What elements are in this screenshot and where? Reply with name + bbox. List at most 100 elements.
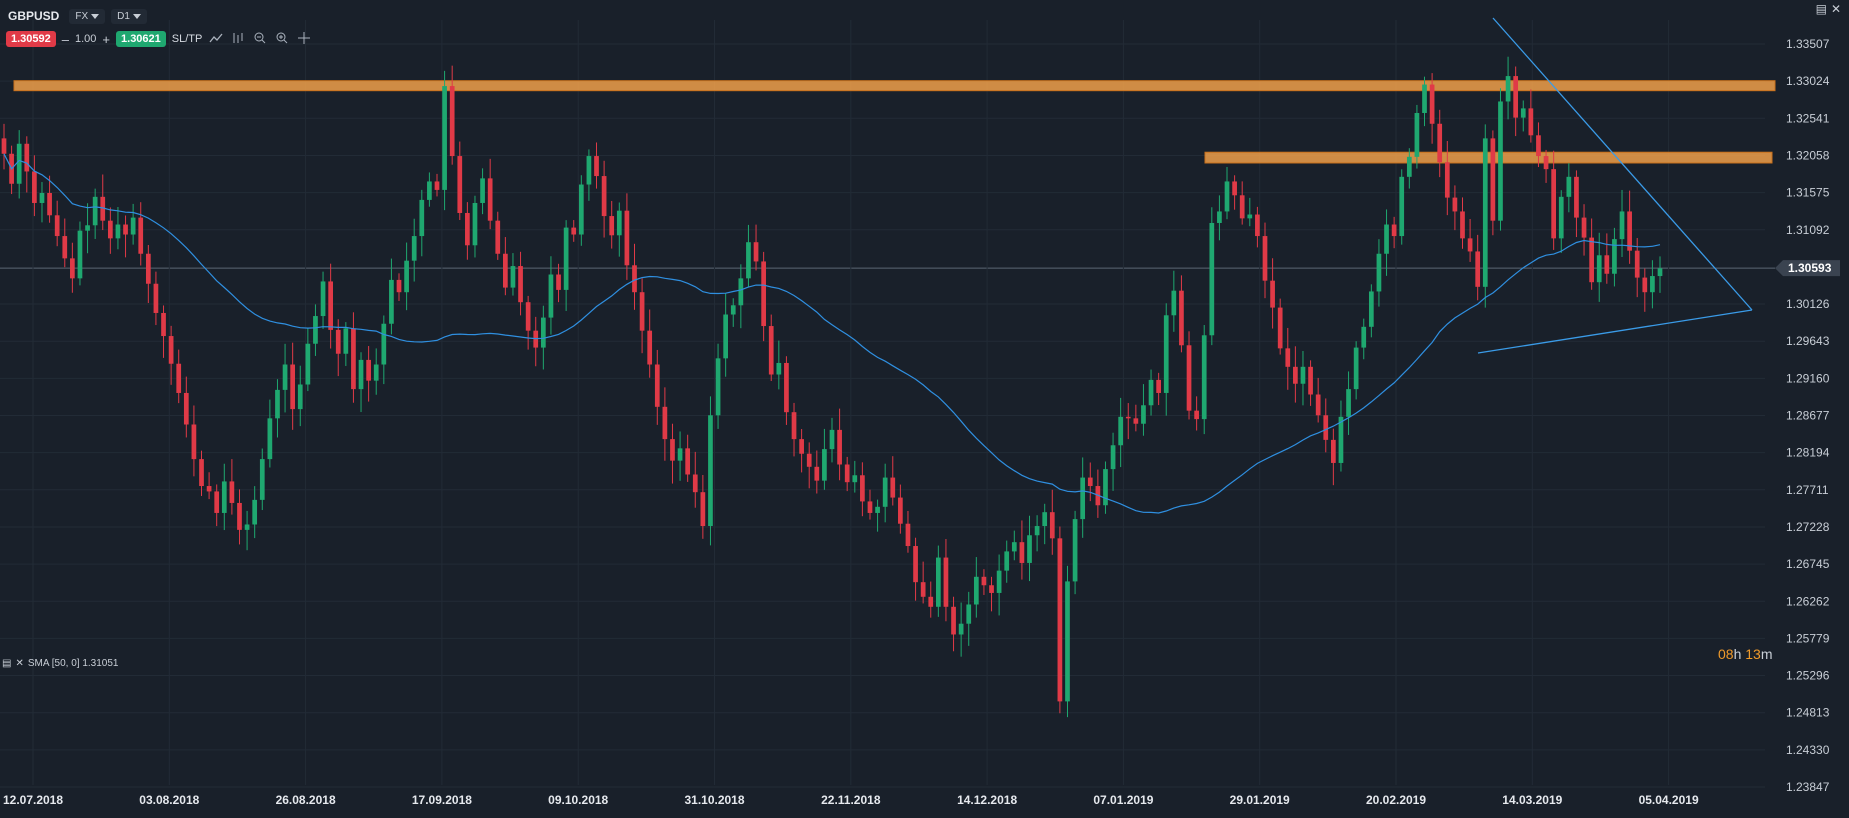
bull-candle bbox=[1163, 315, 1169, 393]
bear-candle bbox=[153, 283, 159, 313]
bull-candle bbox=[1027, 535, 1032, 563]
bear-candle bbox=[525, 302, 531, 331]
indicator-legend[interactable]: ▤ ✕ SMA [50, 0] 1.31051 bbox=[2, 658, 118, 669]
bear-candle bbox=[107, 220, 113, 239]
sma-line-layer bbox=[3, 153, 1661, 514]
bear-candle bbox=[70, 258, 75, 279]
current-price-label: 1.30593 bbox=[1788, 261, 1832, 275]
bear-candle bbox=[1308, 366, 1313, 395]
bull-candle bbox=[1361, 326, 1367, 348]
chevron-down-icon bbox=[132, 13, 141, 19]
bull-candle bbox=[1034, 526, 1040, 536]
bull-candle bbox=[510, 266, 516, 288]
bear-candle bbox=[351, 328, 356, 390]
bull-candle bbox=[358, 359, 364, 390]
sltp-button[interactable]: SL/TP bbox=[171, 33, 203, 45]
bear-candle bbox=[54, 215, 60, 237]
bear-candle bbox=[123, 224, 128, 235]
bear-candle bbox=[981, 576, 987, 586]
lot-decrease-button[interactable]: – bbox=[61, 31, 69, 47]
close-icon[interactable]: ✕ bbox=[1830, 2, 1841, 16]
zoom-in-icon[interactable] bbox=[274, 32, 290, 47]
bull-candle bbox=[1422, 84, 1427, 113]
bull-candle bbox=[1414, 112, 1420, 157]
bear-candle bbox=[700, 492, 706, 527]
price-tick-label: 1.31575 bbox=[1786, 186, 1830, 200]
bull-candle bbox=[1376, 253, 1382, 292]
descending-trendline bbox=[1492, 17, 1753, 311]
bear-candle bbox=[1475, 251, 1481, 287]
bear-candle bbox=[487, 178, 493, 221]
bull-candle bbox=[935, 557, 941, 607]
bear-candle bbox=[1604, 255, 1610, 274]
bear-candle bbox=[753, 242, 759, 262]
bull-candle bbox=[1072, 519, 1078, 582]
bear-candle bbox=[183, 392, 189, 425]
price-tick-label: 1.24330 bbox=[1786, 743, 1830, 757]
trade-bar: 1.30592 – 1.00 + 1.30621 SL/TP bbox=[6, 29, 312, 49]
bull-candle bbox=[822, 449, 827, 481]
bull-candle bbox=[1011, 542, 1017, 552]
bear-candle bbox=[1057, 538, 1063, 702]
price-tick-label: 1.25296 bbox=[1786, 669, 1830, 683]
countdown-hours: 08 bbox=[1718, 646, 1734, 662]
sell-price-button[interactable]: 1.30592 bbox=[6, 31, 56, 47]
bear-candle bbox=[1460, 211, 1465, 239]
bear-candle bbox=[335, 329, 341, 354]
bear-candle bbox=[1239, 195, 1245, 219]
bear-candle bbox=[328, 281, 333, 330]
symbol-label[interactable]: GBPUSD bbox=[8, 9, 60, 23]
bear-candle bbox=[32, 171, 37, 203]
indicator-remove-icon[interactable]: ✕ bbox=[15, 658, 24, 669]
bull-candle bbox=[130, 217, 136, 235]
zoom-out-icon[interactable] bbox=[252, 32, 268, 47]
bull-candle bbox=[1498, 101, 1503, 221]
market-dropdown[interactable]: FX bbox=[69, 8, 106, 24]
date-tick-label: 05.04.2019 bbox=[1639, 793, 1699, 807]
bull-candle bbox=[1065, 581, 1070, 702]
bull-candle bbox=[730, 305, 736, 315]
bear-candle bbox=[814, 466, 820, 481]
indicator-settings-icon[interactable]: ▤ bbox=[2, 658, 12, 669]
buy-price-button[interactable]: 1.30621 bbox=[116, 31, 166, 47]
bear-candle bbox=[844, 464, 850, 483]
bull-candle bbox=[1368, 291, 1374, 327]
bear-candle bbox=[191, 424, 197, 460]
maximize-icon[interactable]: ▤ bbox=[1815, 2, 1827, 16]
crosshair-icon[interactable] bbox=[296, 31, 312, 47]
bull-candle bbox=[1004, 551, 1010, 571]
timeframe-dropdown-value: D1 bbox=[117, 10, 130, 22]
bear-candle bbox=[784, 362, 789, 413]
bull-candle bbox=[1209, 222, 1215, 336]
timeframe-dropdown[interactable]: D1 bbox=[111, 8, 147, 24]
bar-style-icon[interactable] bbox=[230, 32, 246, 47]
bull-candle bbox=[1566, 176, 1572, 197]
bear-candle bbox=[670, 439, 675, 461]
bull-candle bbox=[882, 477, 888, 507]
date-tick-label: 14.12.2018 bbox=[957, 793, 1017, 807]
lot-size-input[interactable]: 1.00 bbox=[75, 33, 97, 45]
bear-candle bbox=[1285, 348, 1291, 367]
bear-candle bbox=[1179, 290, 1184, 346]
chart-header: GBPUSD FX D1 bbox=[0, 0, 1849, 32]
bear-candle bbox=[632, 265, 637, 293]
bear-candle bbox=[571, 227, 577, 235]
bull-candle bbox=[305, 343, 311, 385]
bull-candle bbox=[85, 225, 90, 231]
bear-candle bbox=[1194, 410, 1199, 420]
date-tick-label: 07.01.2019 bbox=[1093, 793, 1153, 807]
lot-increase-button[interactable]: + bbox=[102, 31, 111, 47]
bear-candle bbox=[214, 491, 220, 513]
line-chart-icon[interactable] bbox=[208, 32, 224, 47]
price-tick-label: 1.29643 bbox=[1786, 334, 1830, 348]
sma-line bbox=[3, 153, 1661, 514]
bull-candle bbox=[1619, 211, 1625, 240]
bear-candle bbox=[1270, 280, 1275, 308]
bull-candle bbox=[776, 362, 782, 375]
bear-candle bbox=[465, 212, 470, 246]
bear-candle bbox=[1543, 156, 1549, 170]
bull-candle bbox=[578, 184, 584, 235]
bull-candle bbox=[1558, 196, 1564, 239]
bear-candle bbox=[1391, 224, 1397, 237]
